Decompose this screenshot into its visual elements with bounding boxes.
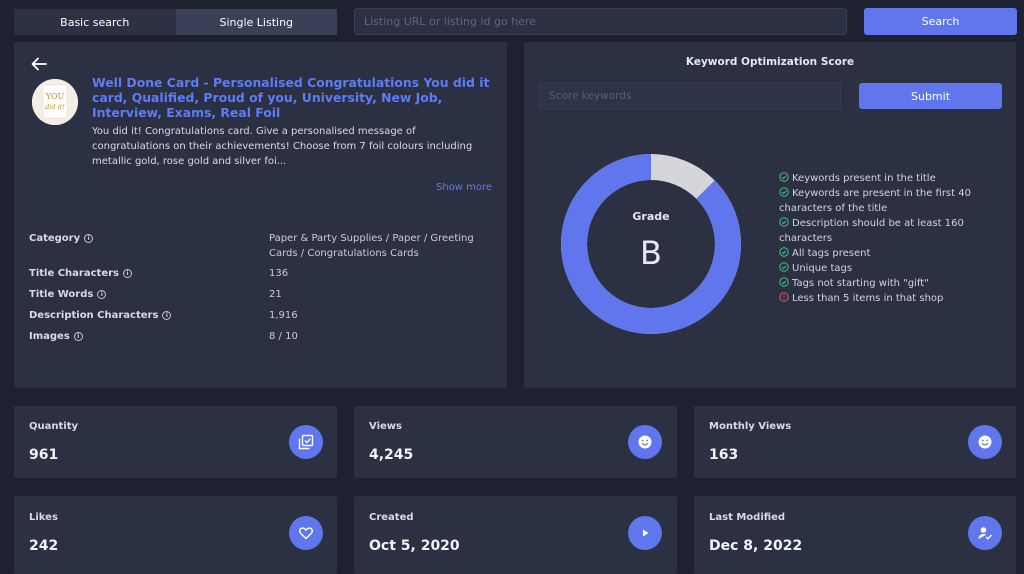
checklist-item: Unique tags (779, 261, 989, 276)
meta-value-description-characters: 1,916 (269, 310, 298, 321)
listing-description: You did it! Congratulations card. Give a… (92, 126, 473, 167)
keyword-score-title: Keyword Optimization Score (685, 56, 855, 68)
stat-card-created (354, 496, 677, 574)
checklist-item: Keywords present in the title (779, 171, 989, 186)
listing-url-input[interactable] (354, 8, 847, 35)
listing-title[interactable]: Well Done Card - Personalised Congratula… (92, 75, 490, 120)
checklist-item-text: Description should be at least 160 chara… (779, 218, 964, 244)
checklist-item-text: Keywords are present in the first 40 cha… (779, 188, 971, 214)
smiley-icon (628, 425, 662, 459)
check-circle-icon (779, 187, 789, 197)
meta-label-images: Images i (29, 331, 83, 342)
stat-label-views: Views (369, 421, 402, 432)
check-circle-icon (779, 247, 789, 257)
stat-card-monthly-views (694, 406, 1016, 478)
info-icon[interactable]: i (162, 311, 172, 320)
submit-button[interactable]: Submit (859, 83, 1002, 109)
smiley-icon (968, 425, 1002, 459)
score-keywords-input[interactable] (539, 83, 841, 109)
grade-label: Grade (632, 210, 670, 223)
check-circle-icon (779, 172, 789, 182)
tab-single-listing[interactable]: Single Listing (175, 9, 337, 35)
search-button[interactable]: Search (864, 8, 1017, 35)
stat-card-likes (14, 496, 337, 574)
back-arrow-icon[interactable] (30, 55, 48, 73)
checklist-item-text: Less than 5 items in that shop (792, 293, 944, 304)
stat-label-last-modified: Last Modified (709, 512, 786, 523)
stat-value-views: 4,245 (369, 447, 414, 463)
checklist-item: Less than 5 items in that shop (779, 291, 989, 306)
check-circle-icon (779, 217, 789, 227)
checklist-item: Keywords are present in the first 40 cha… (779, 186, 989, 216)
stat-card-views (354, 406, 677, 478)
listing-thumbnail[interactable]: YOU did it! (32, 79, 78, 125)
stat-value-monthly-views: 163 (709, 447, 739, 463)
stat-value-last-modified: Dec 8, 2022 (709, 538, 803, 554)
svg-text:did it!: did it! (45, 103, 65, 111)
meta-value-images: 8 / 10 (269, 331, 298, 342)
checklist-item-text: Unique tags (792, 263, 853, 274)
stat-card-last-modified (694, 496, 1016, 574)
stat-label-created: Created (369, 512, 414, 523)
meta-label-category: Category i (29, 233, 94, 244)
info-icon[interactable]: i (73, 332, 83, 341)
check-circle-icon (779, 277, 789, 287)
stat-card-quantity (14, 406, 337, 478)
library-check-icon (289, 425, 323, 459)
play-icon (628, 516, 662, 550)
info-icon[interactable]: i (84, 234, 94, 243)
checklist-item-text: Tags not starting with "gift" (792, 278, 929, 289)
meta-label-description-characters: Description Characters i (29, 310, 172, 321)
meta-label-title-words: Title Words i (29, 289, 107, 300)
checklist-item: Description should be at least 160 chara… (779, 216, 989, 246)
stat-value-quantity: 961 (29, 447, 59, 463)
stat-label-likes: Likes (29, 512, 58, 523)
user-check-icon (968, 516, 1002, 550)
checklist-item-text: All tags present (792, 248, 871, 259)
tab-basic-search[interactable]: Basic search (14, 9, 176, 35)
checklist-item: All tags present (779, 246, 989, 261)
stat-label-quantity: Quantity (29, 421, 78, 432)
grade-value: B (640, 234, 662, 272)
meta-label-title-characters: Title Characters i (29, 268, 132, 279)
show-more-link[interactable]: Show more (436, 182, 493, 193)
alert-circle-icon (779, 292, 789, 302)
donut-score-arc (561, 154, 741, 334)
meta-value-title-characters: 136 (269, 268, 289, 279)
card-thumbnail-image: YOU did it! (32, 79, 78, 125)
grade-donut-chart (561, 154, 741, 334)
stat-value-created: Oct 5, 2020 (369, 538, 460, 554)
info-icon[interactable]: i (122, 269, 132, 278)
heart-icon (289, 516, 323, 550)
meta-value-category: Paper & Party Supplies / Paper / Greetin… (269, 233, 474, 259)
meta-value-title-words: 21 (269, 289, 282, 300)
info-icon[interactable]: i (97, 290, 107, 299)
stat-value-likes: 242 (29, 538, 59, 554)
checklist-item: Tags not starting with "gift" (779, 276, 989, 291)
keyword-checklist: Keywords present in the title Keywords ar… (779, 171, 989, 306)
svg-text:YOU: YOU (45, 92, 65, 101)
check-circle-icon (779, 262, 789, 272)
search-mode-tabs: Basic search Single Listing (14, 9, 337, 35)
checklist-item-text: Keywords present in the title (792, 173, 936, 184)
stat-label-monthly-views: Monthly Views (709, 421, 792, 432)
listing-panel (14, 42, 507, 388)
